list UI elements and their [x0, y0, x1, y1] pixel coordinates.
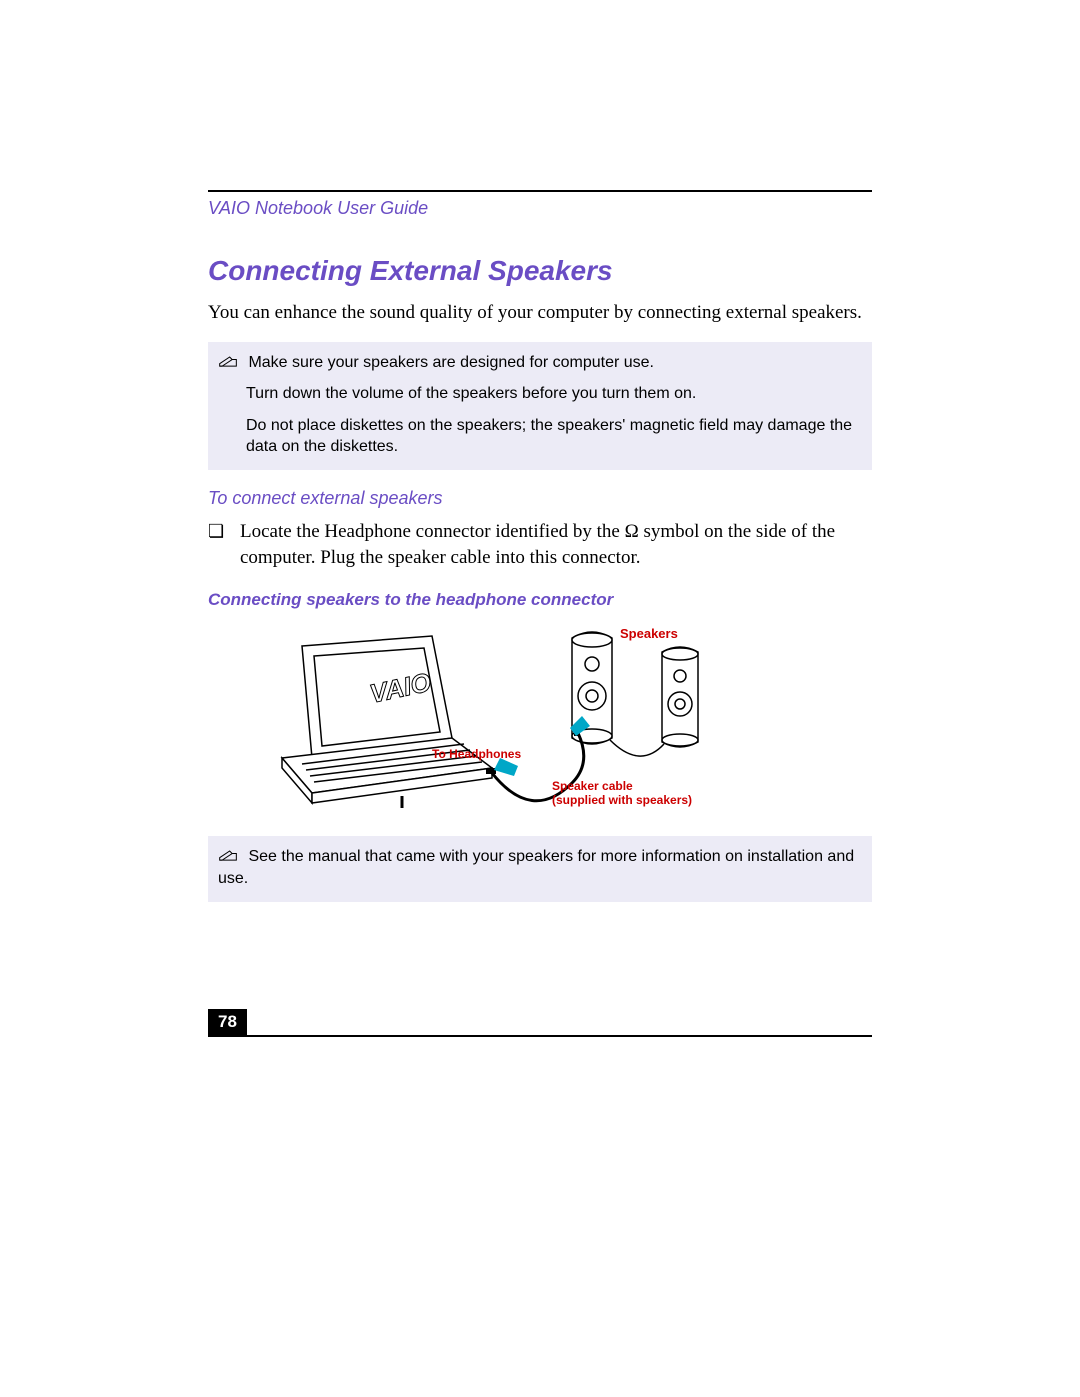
note-box-2: See the manual that came with your speak… [208, 836, 872, 901]
label-speakers: Speakers [620, 626, 678, 641]
pencil-icon [218, 848, 238, 862]
note-box-1: Make sure your speakers are designed for… [208, 342, 872, 470]
connection-diagram: VAIO [242, 618, 742, 818]
page-number: 78 [208, 1009, 247, 1035]
label-supplied: (supplied with speakers) [552, 793, 692, 807]
headphone-symbol: Ω [625, 521, 639, 542]
intro-paragraph: You can enhance the sound quality of you… [208, 301, 872, 326]
note-line: Turn down the volume of the speakers bef… [246, 383, 858, 405]
note-line: See the manual that came with your speak… [218, 848, 854, 887]
step-bullet: ❏ Locate the Headphone connector identif… [208, 519, 872, 570]
page-title: Connecting External Speakers [208, 255, 872, 287]
page-footer: 78 [208, 1009, 872, 1037]
footer-rule [208, 1035, 872, 1037]
note-line: Make sure your speakers are designed for… [248, 354, 654, 371]
step-pre: Locate the Headphone connector identifie… [240, 521, 625, 542]
subheading-diagram: Connecting speakers to the headphone con… [208, 590, 872, 610]
label-speaker-cable: Speaker cable [552, 779, 633, 793]
page: VAIO Notebook User Guide Connecting Exte… [0, 0, 1080, 1397]
bullet-icon: ❏ [208, 519, 240, 570]
running-header: VAIO Notebook User Guide [208, 198, 872, 219]
pencil-icon [218, 354, 238, 368]
step-text: Locate the Headphone connector identifie… [240, 519, 872, 570]
note-line: Do not place diskettes on the speakers; … [246, 415, 858, 458]
subheading-connect: To connect external speakers [208, 488, 872, 509]
top-rule [208, 190, 872, 192]
label-to-headphones: To Headphones [432, 747, 521, 761]
